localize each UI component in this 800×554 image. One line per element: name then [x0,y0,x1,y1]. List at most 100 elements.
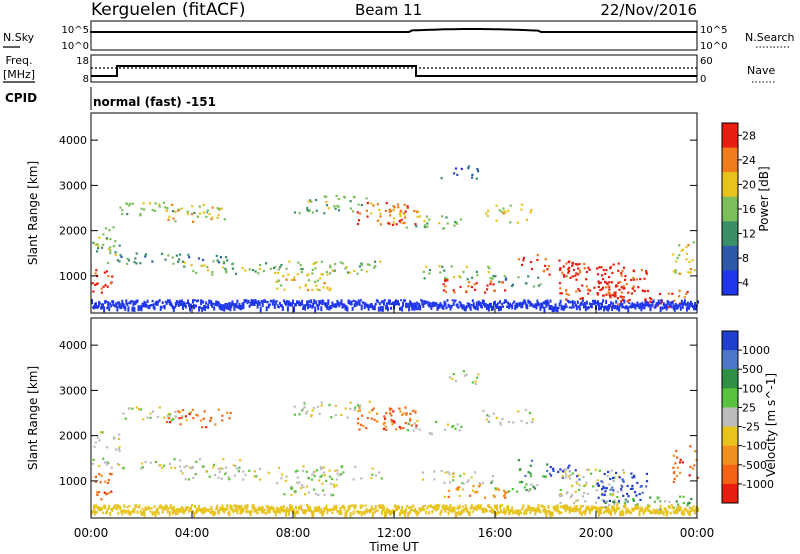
power-cell [632,278,636,281]
velocity-cell [458,429,461,432]
velocity-cell [510,508,513,512]
power-cell [262,269,265,273]
power-cell [520,303,523,309]
velocity-cell [288,509,290,516]
power-cell [489,282,492,286]
velocity-cell [210,416,213,419]
velocity-cell [525,489,528,492]
power-cell [271,302,274,306]
nsky-trace [90,28,697,33]
velocity-cell [366,417,369,420]
velocity-cell [495,488,498,491]
velocity-cell [208,508,211,512]
velocity-cell [479,484,482,487]
power-cell [358,212,362,215]
velocity-cell [551,511,554,517]
power-cell [513,300,516,303]
velocity-cell [583,510,586,516]
power-cell [502,207,505,210]
power-cell [280,263,283,267]
velocity-cell [399,410,402,413]
velocity-cell [620,488,623,491]
power-cell [535,304,538,310]
power-cell [259,263,262,267]
velocity-cell [331,477,334,481]
velocity-cell [239,508,242,515]
velocity-cell [325,504,328,511]
velocity-cell [520,420,523,423]
velocity-cell [133,508,136,514]
velocity-cell [581,505,584,508]
velocity-cell [470,476,473,479]
power-cell [671,292,674,295]
velocity-cell [283,508,286,513]
power-cell [131,202,134,205]
velocity-cell [330,493,333,496]
power-cell [585,285,588,288]
power-cell [222,260,225,263]
velocity-cell [305,509,308,513]
power-cell [678,254,681,257]
velocity-cell [449,504,452,508]
velocity-cell [546,510,549,513]
power-cell [337,209,341,212]
power-cell [283,288,286,291]
power-cell [500,210,503,213]
velocity-cell [583,484,586,488]
power-cell [605,269,608,272]
velocity-cell [188,411,191,414]
velocity-cell [676,456,679,459]
velocity-cell [317,494,320,497]
power-cell [425,265,428,268]
power-cell [541,303,544,309]
power-cell [174,220,177,223]
power-cell [306,274,309,277]
velocity-cell [159,464,162,467]
power-cell [404,216,407,219]
velocity-cell [446,423,450,426]
velocity-cell [374,504,377,510]
power-cell [617,262,620,265]
velocity-cell [679,461,682,464]
power-cell [614,304,617,310]
velocity-cell [462,482,465,485]
velocity-cell [394,504,396,509]
velocity-cell [455,488,458,491]
velocity-cell [477,373,480,376]
velocity-cell [407,511,410,517]
power-cell [598,304,600,311]
velocity-cell [501,504,504,507]
power-colorbar-tick-label: 12 [742,228,756,241]
velocity-cell [322,471,326,474]
freq-panel: Freq. [MHz] 18 8 60 0 Nave [3,54,776,85]
power-cell [581,296,584,300]
velocity-cell [443,495,446,498]
power-cell [325,201,328,204]
power-cell [559,292,562,295]
velocity-cell [664,500,667,503]
power-cell [232,303,235,306]
power-cell [516,302,519,309]
velocity-cell [484,496,487,499]
power-cell [570,306,573,309]
power-cell [460,167,463,170]
power-cell [684,303,687,307]
nave-tick-low: 0 [700,74,706,85]
power-colorbar-tick-label: 24 [742,154,756,167]
power-cell [230,302,233,309]
power-cell [341,262,344,265]
power-cell [216,259,219,262]
power-cell [272,266,276,270]
velocity-cell [457,510,460,516]
power-cell [170,303,173,307]
velocity-cell [219,467,222,470]
power-cell [367,305,370,311]
velocity-cell [307,477,311,480]
power-cell [438,222,441,225]
power-cell [315,300,318,305]
power-cell [630,278,633,281]
velocity-cell [298,481,301,484]
velocity-cell [141,466,144,469]
velocity-cell [362,424,365,427]
power-cell [226,259,229,262]
